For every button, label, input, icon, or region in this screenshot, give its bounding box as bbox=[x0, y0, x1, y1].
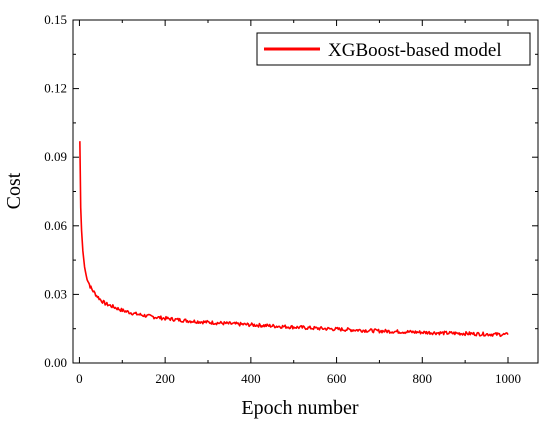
x-tick-label: 0 bbox=[76, 371, 83, 386]
x-tick-label: 400 bbox=[241, 371, 261, 386]
series-line bbox=[79, 141, 509, 338]
x-tick-label: 600 bbox=[327, 371, 347, 386]
y-tick-label: 0.03 bbox=[44, 286, 67, 301]
axis-tick-labels: 0.00 0.03 0.06 0.09 0.12 0.15 0 200 400 600 800 100… bbox=[44, 12, 521, 386]
plot-frame bbox=[72, 19, 539, 364]
y-tick-label: 0.06 bbox=[44, 218, 67, 233]
x-tick-label: 200 bbox=[155, 371, 175, 386]
series-layer bbox=[79, 141, 509, 338]
x-tick-label: 800 bbox=[413, 371, 433, 386]
y-tick-label: 0.12 bbox=[44, 81, 67, 96]
y-tick-label: 0.00 bbox=[44, 355, 67, 370]
y-axis-title: Cost bbox=[3, 172, 25, 209]
x-axis-title: Epoch number bbox=[241, 397, 359, 419]
x-tick-label: 1000 bbox=[495, 371, 521, 386]
legend: XGBoost-based model bbox=[256, 32, 531, 66]
y-tick-label: 0.09 bbox=[44, 149, 67, 164]
y-tick-label: 0.15 bbox=[44, 12, 67, 27]
axis-ticks bbox=[73, 19, 538, 364]
legend-label: XGBoost-based model bbox=[328, 40, 502, 61]
